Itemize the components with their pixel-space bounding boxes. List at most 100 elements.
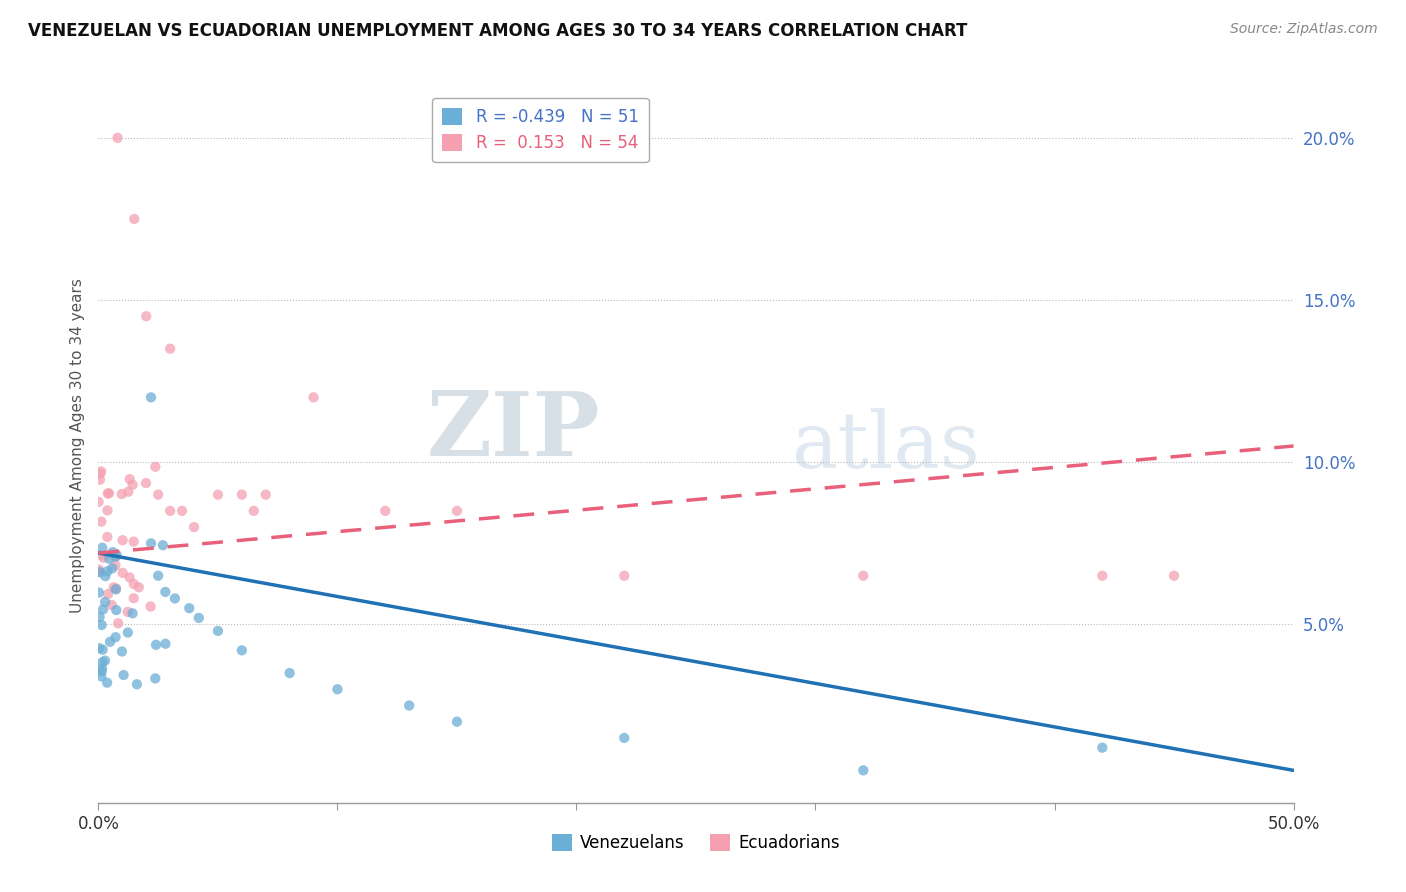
Point bbox=[90, 665, 112, 679]
Point bbox=[1163, 568, 1185, 582]
Point bbox=[111, 566, 134, 580]
Point bbox=[852, 568, 875, 582]
Point bbox=[852, 764, 875, 778]
Point bbox=[145, 638, 167, 652]
Point bbox=[107, 616, 129, 631]
Point bbox=[101, 561, 124, 575]
Point bbox=[91, 642, 114, 657]
Point bbox=[159, 342, 181, 356]
Point bbox=[89, 565, 111, 579]
Point bbox=[163, 591, 186, 606]
Point bbox=[155, 637, 177, 651]
Point bbox=[231, 643, 253, 657]
Point bbox=[111, 533, 134, 548]
Point bbox=[94, 595, 117, 609]
Point bbox=[302, 390, 325, 404]
Point bbox=[613, 568, 636, 582]
Point bbox=[613, 731, 636, 745]
Point bbox=[172, 504, 194, 518]
Point bbox=[105, 603, 128, 617]
Point bbox=[87, 495, 110, 509]
Point bbox=[97, 587, 120, 601]
Point bbox=[207, 624, 229, 638]
Point bbox=[143, 672, 166, 686]
Point bbox=[326, 682, 349, 697]
Point bbox=[118, 570, 141, 584]
Point bbox=[104, 549, 127, 564]
Point bbox=[148, 488, 170, 502]
Text: atlas: atlas bbox=[792, 409, 980, 483]
Point bbox=[104, 630, 127, 644]
Point bbox=[111, 487, 134, 501]
Text: Source: ZipAtlas.com: Source: ZipAtlas.com bbox=[1230, 22, 1378, 37]
Point bbox=[87, 585, 110, 599]
Text: ZIP: ZIP bbox=[427, 388, 600, 475]
Point bbox=[278, 666, 301, 681]
Point bbox=[446, 714, 468, 729]
Point bbox=[96, 675, 118, 690]
Point bbox=[89, 473, 111, 487]
Point bbox=[107, 131, 129, 145]
Point bbox=[104, 549, 127, 564]
Y-axis label: Unemployment Among Ages 30 to 34 years: Unemployment Among Ages 30 to 34 years bbox=[69, 278, 84, 614]
Point bbox=[122, 591, 145, 606]
Point bbox=[101, 545, 124, 559]
Point bbox=[104, 582, 127, 597]
Point bbox=[91, 602, 114, 616]
Point bbox=[152, 538, 174, 552]
Point bbox=[139, 390, 162, 404]
Point bbox=[121, 607, 143, 621]
Point bbox=[117, 605, 139, 619]
Point bbox=[187, 611, 209, 625]
Point bbox=[89, 565, 111, 579]
Point bbox=[91, 662, 114, 676]
Point bbox=[96, 503, 118, 517]
Point bbox=[100, 598, 122, 612]
Point bbox=[104, 558, 127, 573]
Point bbox=[112, 668, 135, 682]
Point bbox=[179, 601, 201, 615]
Point bbox=[89, 610, 111, 624]
Point bbox=[103, 581, 125, 595]
Point bbox=[111, 644, 134, 658]
Point bbox=[91, 541, 114, 555]
Point bbox=[90, 465, 112, 479]
Point bbox=[155, 585, 177, 599]
Point bbox=[148, 568, 170, 582]
Point bbox=[122, 577, 145, 591]
Point bbox=[135, 476, 157, 491]
Point bbox=[139, 599, 162, 614]
Point bbox=[98, 551, 121, 566]
Point bbox=[89, 641, 111, 656]
Point bbox=[105, 548, 128, 562]
Point bbox=[374, 504, 396, 518]
Text: VENEZUELAN VS ECUADORIAN UNEMPLOYMENT AMONG AGES 30 TO 34 YEARS CORRELATION CHAR: VENEZUELAN VS ECUADORIAN UNEMPLOYMENT AM… bbox=[28, 22, 967, 40]
Point bbox=[446, 504, 468, 518]
Point bbox=[98, 486, 121, 500]
Point bbox=[93, 550, 115, 565]
Point bbox=[94, 654, 117, 668]
Point bbox=[122, 534, 145, 549]
Point bbox=[94, 569, 117, 583]
Point bbox=[121, 478, 143, 492]
Point bbox=[135, 310, 157, 324]
Point bbox=[183, 520, 205, 534]
Point bbox=[91, 655, 114, 669]
Point bbox=[96, 564, 118, 578]
Point bbox=[125, 677, 148, 691]
Point bbox=[105, 582, 128, 596]
Point bbox=[98, 634, 121, 648]
Point bbox=[90, 618, 112, 632]
Point bbox=[207, 488, 229, 502]
Point bbox=[96, 530, 118, 544]
Point bbox=[254, 488, 277, 502]
Point bbox=[243, 504, 266, 518]
Point bbox=[117, 625, 139, 640]
Point bbox=[90, 669, 112, 683]
Point bbox=[139, 536, 162, 550]
Point bbox=[1091, 568, 1114, 582]
Point bbox=[124, 211, 146, 226]
Point bbox=[87, 563, 110, 577]
Point bbox=[231, 488, 253, 502]
Point bbox=[1091, 740, 1114, 755]
